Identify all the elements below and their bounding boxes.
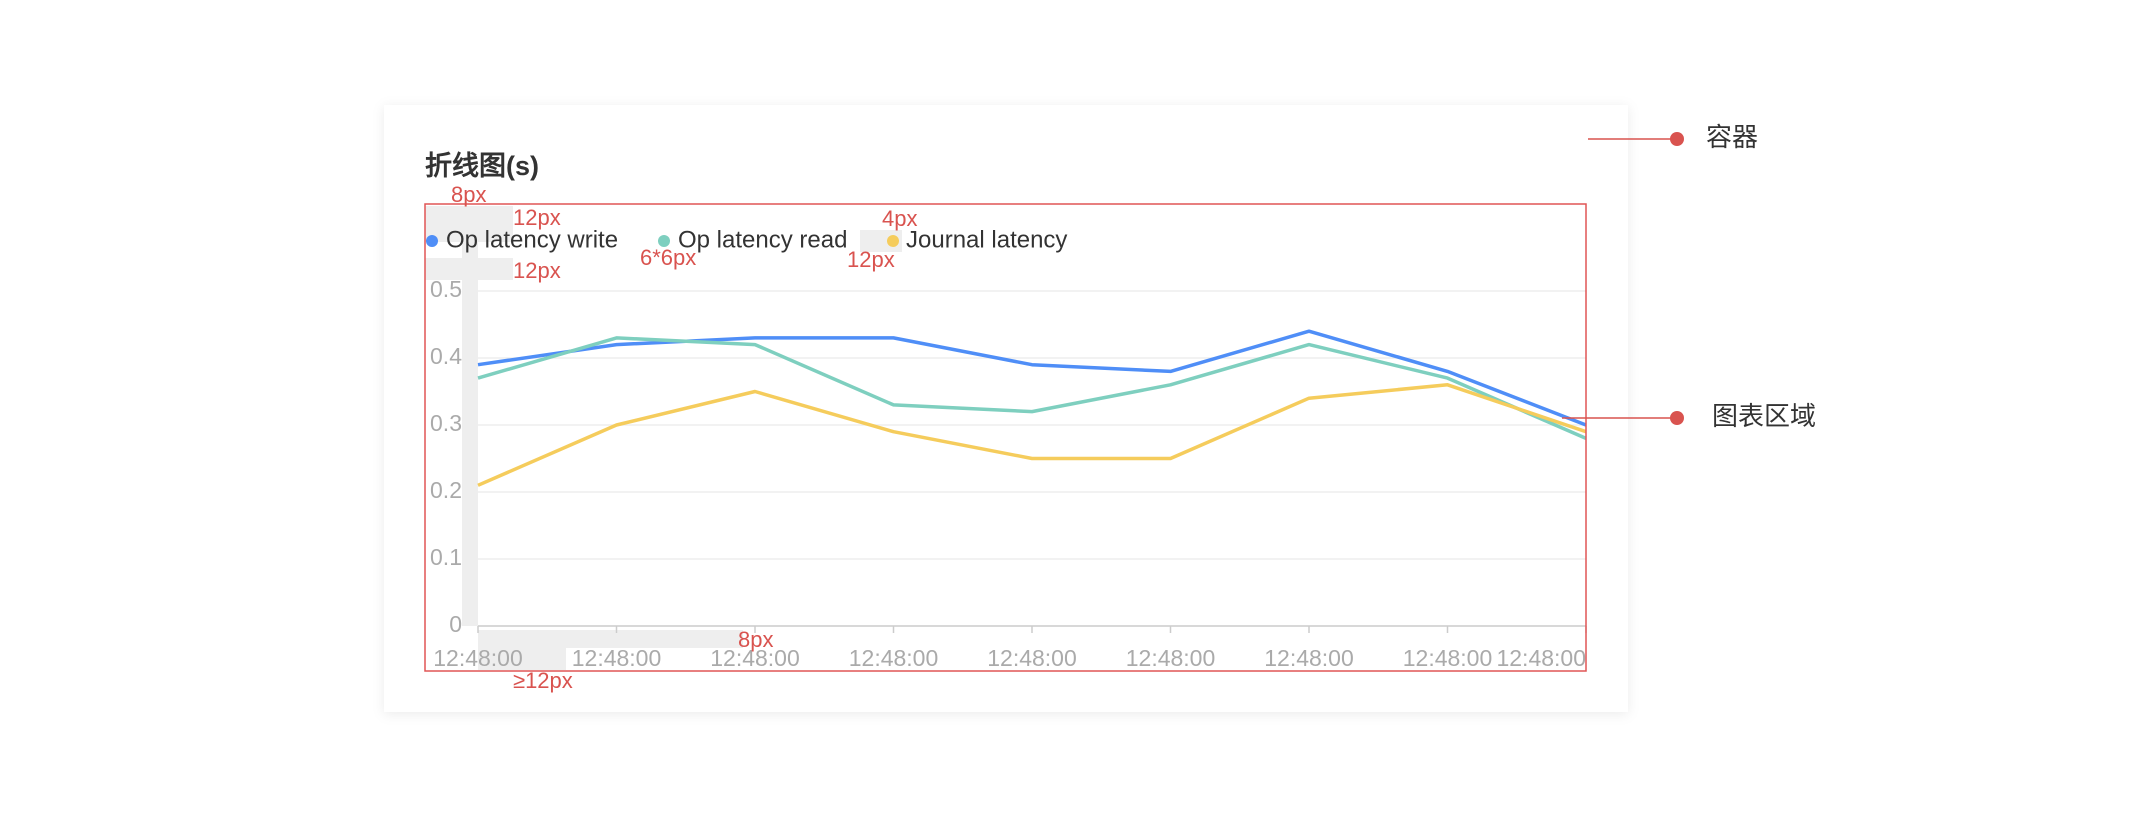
legend-label: Op latency read <box>678 226 847 253</box>
legend-label: Op latency write <box>446 226 618 253</box>
spacing-annotation: 12px <box>513 258 561 283</box>
callout-label: 容器 <box>1706 122 1758 152</box>
y-tick-label: 0.4 <box>430 343 462 369</box>
x-tick-label: 12:48:00 <box>1496 645 1586 671</box>
spacing-annotation: 8px <box>738 627 773 652</box>
x-tick-label: 12:48:00 <box>572 645 662 671</box>
callout-label: 图表区域 <box>1712 401 1816 431</box>
callout-dot <box>1670 132 1684 146</box>
spacing-block <box>462 206 478 626</box>
x-tick-label: 12:48:00 <box>1403 645 1493 671</box>
x-tick-label: 12:48:00 <box>1126 645 1216 671</box>
chart-area-outline <box>424 203 1587 672</box>
legend-dot <box>887 235 899 247</box>
spacing-annotation: 8px <box>451 182 486 207</box>
spacing-annotation: 12px <box>847 247 895 272</box>
x-tick-label: 12:48:00 <box>849 645 939 671</box>
legend-dot <box>426 235 438 247</box>
spacing-annotation: ≥12px <box>513 668 573 693</box>
y-tick-label: 0 <box>449 611 462 637</box>
x-tick-label: 12:48:00 <box>987 645 1077 671</box>
legend-label: Journal latency <box>906 226 1067 253</box>
x-tick-label: 12:48:00 <box>433 645 523 671</box>
y-tick-label: 0.1 <box>430 544 462 570</box>
spacing-annotation: 12px <box>513 205 561 230</box>
spacing-block <box>478 630 566 670</box>
spacing-annotation: 6*6px <box>640 245 696 270</box>
x-tick-label: 12:48:00 <box>710 645 800 671</box>
y-tick-label: 0.2 <box>430 477 462 503</box>
chart-title: 折线图(s) <box>425 151 539 181</box>
legend-dot <box>658 235 670 247</box>
callout-dot <box>1670 411 1684 425</box>
container <box>384 105 1628 712</box>
y-tick-label: 0.3 <box>430 410 462 436</box>
series-line <box>477 383 1587 487</box>
x-tick-label: 12:48:00 <box>1264 645 1354 671</box>
y-tick-label: 0.5 <box>430 276 462 302</box>
spacing-annotation: 4px <box>882 206 917 231</box>
series-line <box>477 329 1587 427</box>
series-line <box>477 336 1587 441</box>
